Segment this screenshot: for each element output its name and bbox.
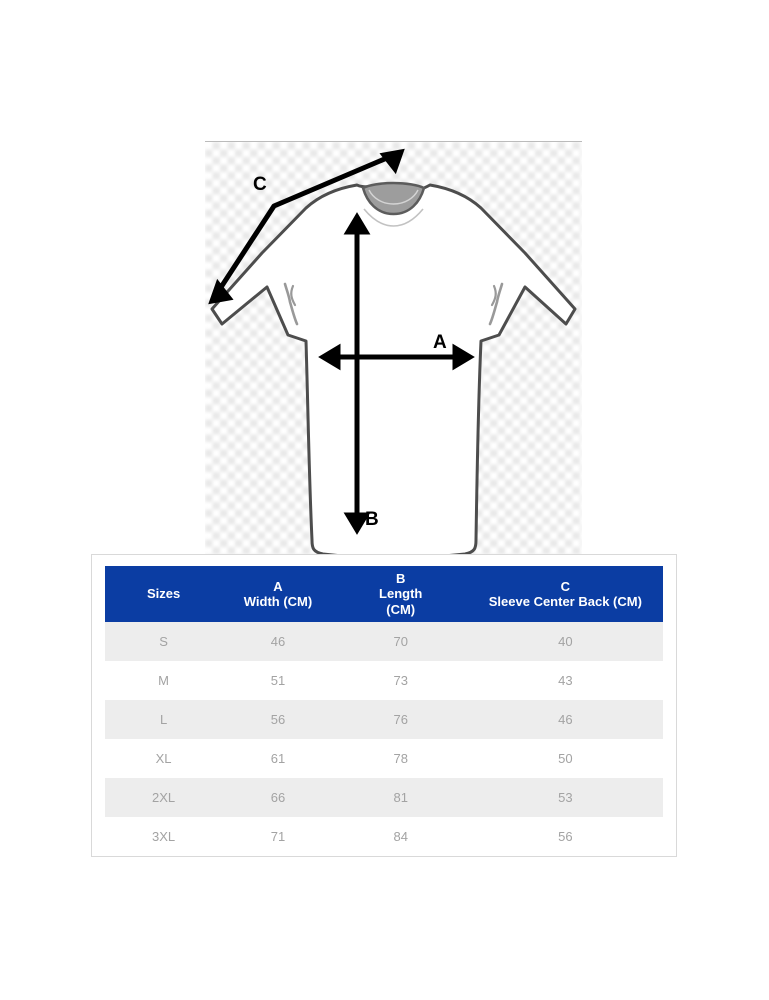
svg-text:A: A [433, 332, 447, 353]
svg-text:C: C [253, 174, 267, 195]
svg-text:B: B [365, 509, 379, 530]
